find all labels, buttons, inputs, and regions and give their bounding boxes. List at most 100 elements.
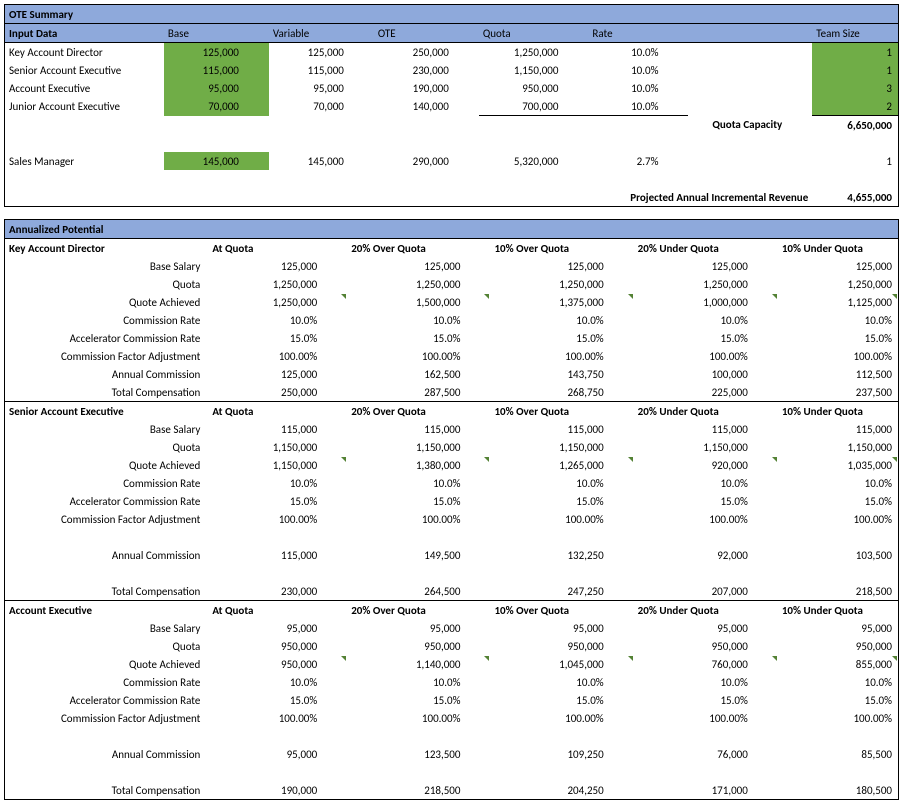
metric-value[interactable]: 100.00% <box>208 709 347 727</box>
metric-row[interactable]: Quote Achieved1,150,0001,380,0001,265,00… <box>5 456 899 474</box>
metric-row[interactable]: Accelerator Commission Rate15.0%15.0%15.… <box>5 492 899 510</box>
metric-value[interactable]: 100.00% <box>778 347 899 365</box>
metric-value[interactable]: 15.0% <box>208 329 347 347</box>
row-jae[interactable]: Junior Account Executive 70,000 70,000 1… <box>5 97 899 116</box>
metric-value[interactable]: 100.00% <box>778 510 899 528</box>
metric-value[interactable]: 180,500 <box>778 781 899 800</box>
metric-value[interactable]: 1,250,000 <box>208 275 347 293</box>
metric-value[interactable]: 95,000 <box>634 619 778 637</box>
metric-value[interactable]: 218,500 <box>778 582 899 601</box>
team-input[interactable]: 2 <box>812 97 898 116</box>
metric-value[interactable]: 125,000 <box>347 257 490 275</box>
metric-value[interactable]: 287,500 <box>347 383 490 402</box>
team-input[interactable]: 3 <box>812 79 898 97</box>
metric-value[interactable]: 162,500 <box>347 365 490 383</box>
metric-value[interactable]: 125,000 <box>634 257 778 275</box>
metric-row[interactable]: Commission Factor Adjustment100.00%100.0… <box>5 510 899 528</box>
metric-value[interactable]: 10.0% <box>347 474 490 492</box>
metric-value[interactable]: 115,000 <box>347 420 490 438</box>
metric-value[interactable]: 100.00% <box>634 709 778 727</box>
metric-value[interactable]: 115,000 <box>208 420 347 438</box>
metric-row[interactable]: Quota1,150,0001,150,0001,150,0001,150,00… <box>5 438 899 456</box>
metric-value[interactable]: 100,000 <box>634 365 778 383</box>
metric-value[interactable]: 115,000 <box>634 420 778 438</box>
metric-value[interactable]: 100.00% <box>490 510 633 528</box>
metric-row[interactable]: Quote Achieved1,250,0001,500,0001,375,00… <box>5 293 899 311</box>
metric-value[interactable]: 171,000 <box>634 781 778 800</box>
metric-value[interactable]: 15.0% <box>490 492 633 510</box>
metric-value[interactable]: 1,045,000 <box>490 655 633 673</box>
team-input[interactable]: 1 <box>812 61 898 79</box>
metric-value[interactable]: 250,000 <box>208 383 347 402</box>
metric-value[interactable]: 115,000 <box>778 420 899 438</box>
metric-value[interactable]: 85,500 <box>778 745 899 763</box>
metric-row[interactable]: Annual Commission115,000149,500132,25092… <box>5 546 899 564</box>
metric-value[interactable]: 1,140,000 <box>347 655 490 673</box>
metric-value[interactable]: 100.00% <box>778 709 899 727</box>
metric-value[interactable]: 76,000 <box>634 745 778 763</box>
ote-summary-table[interactable]: OTE Summary Input Data Base Variable OTE… <box>4 4 899 207</box>
metric-value[interactable]: 15.0% <box>490 329 633 347</box>
metric-value[interactable]: 1,150,000 <box>490 438 633 456</box>
metric-value[interactable]: 950,000 <box>208 637 347 655</box>
metric-value[interactable]: 1,250,000 <box>778 275 899 293</box>
metric-value[interactable]: 1,125,000 <box>778 293 899 311</box>
row-manager[interactable]: Sales Manager 145,000 145,000 290,000 5,… <box>5 152 899 170</box>
metric-value[interactable]: 760,000 <box>634 655 778 673</box>
metric-value[interactable]: 92,000 <box>634 546 778 564</box>
metric-row[interactable]: Annual Commission125,000162,500143,75010… <box>5 365 899 383</box>
base-input[interactable]: 115,000 <box>164 61 269 79</box>
metric-value[interactable]: 100.00% <box>347 510 490 528</box>
metric-value[interactable]: 15.0% <box>634 691 778 709</box>
metric-value[interactable]: 218,500 <box>347 781 490 800</box>
metric-value[interactable]: 132,250 <box>490 546 633 564</box>
metric-value[interactable]: 100.00% <box>634 510 778 528</box>
annualized-potential-table[interactable]: Annualized Potential Key Account Directo… <box>4 219 899 800</box>
metric-value[interactable]: 15.0% <box>634 329 778 347</box>
metric-row[interactable]: Commission Rate10.0%10.0%10.0%10.0%10.0% <box>5 673 899 691</box>
metric-value[interactable]: 225,000 <box>634 383 778 402</box>
metric-row[interactable]: Commission Rate10.0%10.0%10.0%10.0%10.0% <box>5 311 899 329</box>
metric-value[interactable]: 15.0% <box>347 492 490 510</box>
metric-value[interactable]: 1,150,000 <box>778 438 899 456</box>
metric-value[interactable]: 109,250 <box>490 745 633 763</box>
metric-row[interactable]: Commission Factor Adjustment100.00%100.0… <box>5 709 899 727</box>
metric-row[interactable]: Annual Commission95,000123,500109,25076,… <box>5 745 899 763</box>
metric-value[interactable]: 855,000 <box>778 655 899 673</box>
metric-value[interactable]: 1,150,000 <box>208 438 347 456</box>
metric-value[interactable]: 112,500 <box>778 365 899 383</box>
metric-value[interactable]: 950,000 <box>490 637 633 655</box>
metric-value[interactable]: 10.0% <box>634 311 778 329</box>
metric-value[interactable]: 100.00% <box>208 347 347 365</box>
metric-row[interactable]: Accelerator Commission Rate15.0%15.0%15.… <box>5 691 899 709</box>
metric-value[interactable]: 950,000 <box>778 637 899 655</box>
base-input[interactable]: 145,000 <box>164 152 269 170</box>
metric-value[interactable]: 10.0% <box>634 673 778 691</box>
metric-row[interactable]: Quota950,000950,000950,000950,000950,000 <box>5 637 899 655</box>
metric-value[interactable]: 1,250,000 <box>634 275 778 293</box>
metric-value[interactable]: 10.0% <box>208 474 347 492</box>
metric-value[interactable]: 15.0% <box>778 329 899 347</box>
metric-value[interactable]: 123,500 <box>347 745 490 763</box>
metric-value[interactable]: 207,000 <box>634 582 778 601</box>
metric-value[interactable]: 100.00% <box>490 347 633 365</box>
metric-value[interactable]: 95,000 <box>490 619 633 637</box>
metric-value[interactable]: 190,000 <box>208 781 347 800</box>
metric-value[interactable]: 950,000 <box>347 637 490 655</box>
metric-value[interactable]: 1,250,000 <box>347 275 490 293</box>
metric-value[interactable]: 1,265,000 <box>490 456 633 474</box>
metric-value[interactable]: 125,000 <box>490 257 633 275</box>
base-input[interactable]: 95,000 <box>164 79 269 97</box>
metric-value[interactable]: 1,380,000 <box>347 456 490 474</box>
team-input[interactable]: 1 <box>812 43 898 62</box>
metric-value[interactable]: 125,000 <box>778 257 899 275</box>
metric-row[interactable]: Accelerator Commission Rate15.0%15.0%15.… <box>5 329 899 347</box>
metric-value[interactable]: 1,250,000 <box>208 293 347 311</box>
metric-value[interactable]: 230,000 <box>208 582 347 601</box>
metric-value[interactable]: 103,500 <box>778 546 899 564</box>
metric-value[interactable]: 100.00% <box>490 709 633 727</box>
metric-row[interactable]: Total Compensation190,000218,500204,2501… <box>5 781 899 800</box>
metric-value[interactable]: 95,000 <box>347 619 490 637</box>
metric-value[interactable]: 10.0% <box>490 673 633 691</box>
metric-value[interactable]: 125,000 <box>208 365 347 383</box>
